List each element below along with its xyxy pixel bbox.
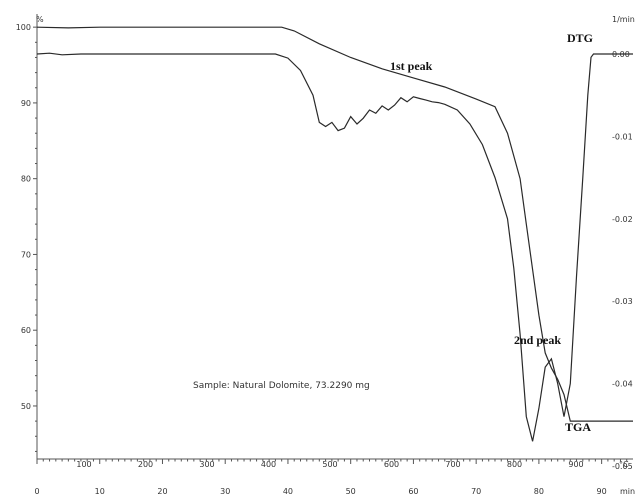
right-axis-unit-label: 1/min bbox=[612, 15, 635, 24]
right-axis-tick-label: -0.05 bbox=[612, 462, 633, 471]
time-tick-label: 20 bbox=[157, 487, 167, 496]
temperature-tick-label: 700 bbox=[445, 460, 460, 469]
right-axis-tick-label: -0.02 bbox=[612, 215, 633, 224]
time-axis-unit-label: min bbox=[620, 487, 635, 496]
tga-curve bbox=[36, 26, 633, 422]
time-tick-label: 30 bbox=[220, 487, 230, 496]
time-tick-label: 40 bbox=[283, 487, 293, 496]
temperature-axis-unit-label: °C bbox=[619, 460, 629, 469]
series-layer bbox=[36, 26, 633, 442]
left-axis-tick-label: 90 bbox=[21, 99, 31, 108]
left-axis-tick-label: 70 bbox=[21, 250, 31, 259]
dtg-curve-label: DTG bbox=[567, 31, 593, 45]
left-axis-tick-label: 80 bbox=[21, 175, 31, 184]
time-tick-label: 60 bbox=[408, 487, 418, 496]
second-peak-label: 2nd peak bbox=[514, 333, 561, 347]
time-tick-label: 50 bbox=[346, 487, 356, 496]
time-tick-label: 90 bbox=[597, 487, 607, 496]
first-peak-label: 1st peak bbox=[390, 59, 433, 73]
tga-curve-label: TGA bbox=[565, 420, 591, 434]
temperature-tick-label: 500 bbox=[322, 460, 337, 469]
left-axis-tick-label: 50 bbox=[21, 402, 31, 411]
sample-note: Sample: Natural Dolomite, 73.2290 mg bbox=[193, 381, 370, 391]
temperature-tick-label: 200 bbox=[138, 460, 153, 469]
dtg-curve bbox=[36, 52, 633, 442]
left-axis-tick-label: 60 bbox=[21, 326, 31, 335]
temperature-tick-label: 400 bbox=[261, 460, 276, 469]
time-tick-label: 70 bbox=[471, 487, 481, 496]
temperature-tick-label: 600 bbox=[384, 460, 399, 469]
time-tick-label: 80 bbox=[534, 487, 544, 496]
axes-layer bbox=[36, 14, 633, 460]
right-axis-tick-label: -0.03 bbox=[612, 297, 633, 306]
time-tick-label: 0 bbox=[34, 487, 39, 496]
right-axis-tick-label: -0.01 bbox=[612, 132, 633, 141]
temperature-tick-label: 900 bbox=[568, 460, 583, 469]
right-axis-tick-label: -0.04 bbox=[612, 380, 633, 389]
left-axis-tick-label: 100 bbox=[16, 23, 31, 32]
time-tick-label: 10 bbox=[95, 487, 105, 496]
temperature-tick-label: 800 bbox=[507, 460, 522, 469]
left-axis-unit-label: % bbox=[36, 15, 44, 24]
ticks-layer: 50607080901000.00-0.01-0.02-0.03-0.04-0.… bbox=[16, 23, 633, 496]
temperature-tick-label: 300 bbox=[199, 460, 214, 469]
temperature-tick-label: 100 bbox=[76, 460, 91, 469]
